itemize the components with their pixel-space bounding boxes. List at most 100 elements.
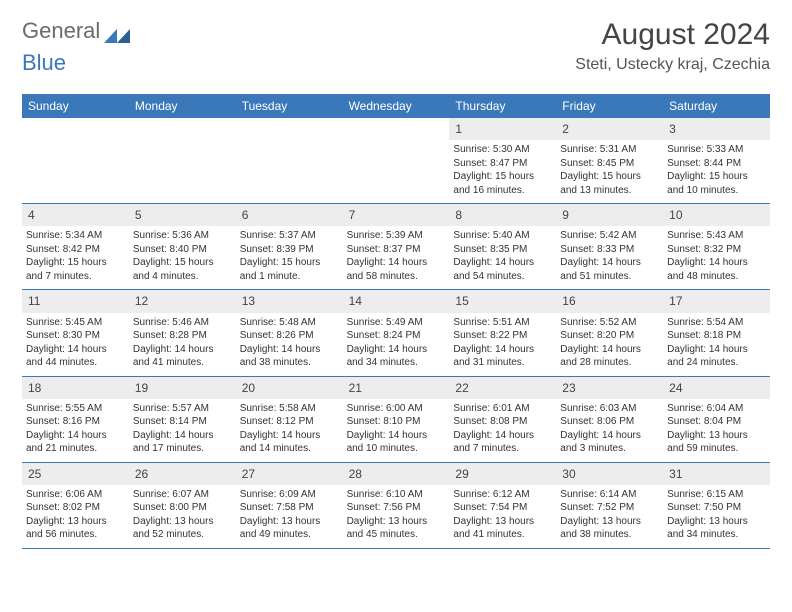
day-number: 10 [663, 204, 770, 226]
day-cell: 27Sunrise: 6:09 AMSunset: 7:58 PMDayligh… [236, 463, 343, 548]
sunrise-line: Sunrise: 5:33 AM [667, 143, 766, 157]
day-number: 17 [663, 290, 770, 312]
day-cell: 5Sunrise: 5:36 AMSunset: 8:40 PMDaylight… [129, 204, 236, 289]
day-cell: 26Sunrise: 6:07 AMSunset: 8:00 PMDayligh… [129, 463, 236, 548]
sunrise-line: Sunrise: 5:30 AM [453, 143, 552, 157]
day-cell [129, 118, 236, 203]
sunrise-line: Sunrise: 5:45 AM [26, 316, 125, 330]
sunrise-line: Sunrise: 6:07 AM [133, 488, 232, 502]
weekday-tuesday: Tuesday [236, 94, 343, 118]
day-number [236, 118, 343, 124]
day-number: 18 [22, 377, 129, 399]
sunset-line: Sunset: 8:35 PM [453, 243, 552, 257]
sunrise-line: Sunrise: 6:12 AM [453, 488, 552, 502]
sunset-line: Sunset: 8:22 PM [453, 329, 552, 343]
day-number: 22 [449, 377, 556, 399]
daylight-line: Daylight: 14 hours and 7 minutes. [453, 429, 552, 456]
sunrise-line: Sunrise: 5:58 AM [240, 402, 339, 416]
day-number: 12 [129, 290, 236, 312]
sunrise-line: Sunrise: 5:54 AM [667, 316, 766, 330]
daylight-line: Daylight: 14 hours and 51 minutes. [560, 256, 659, 283]
day-cell: 20Sunrise: 5:58 AMSunset: 8:12 PMDayligh… [236, 377, 343, 462]
day-number: 8 [449, 204, 556, 226]
calendar: Sunday Monday Tuesday Wednesday Thursday… [22, 94, 770, 549]
sunrise-line: Sunrise: 6:14 AM [560, 488, 659, 502]
day-number: 31 [663, 463, 770, 485]
sunset-line: Sunset: 7:58 PM [240, 501, 339, 515]
day-number: 3 [663, 118, 770, 140]
sunset-line: Sunset: 8:16 PM [26, 415, 125, 429]
sunset-line: Sunset: 8:14 PM [133, 415, 232, 429]
calendar-body: 1Sunrise: 5:30 AMSunset: 8:47 PMDaylight… [22, 118, 770, 549]
weekday-sunday: Sunday [22, 94, 129, 118]
daylight-line: Daylight: 14 hours and 21 minutes. [26, 429, 125, 456]
day-number: 14 [343, 290, 450, 312]
daylight-line: Daylight: 14 hours and 14 minutes. [240, 429, 339, 456]
sunset-line: Sunset: 8:24 PM [347, 329, 446, 343]
sunset-line: Sunset: 8:40 PM [133, 243, 232, 257]
weekday-wednesday: Wednesday [343, 94, 450, 118]
logo-text-blue: Blue [22, 50, 66, 76]
daylight-line: Daylight: 15 hours and 7 minutes. [26, 256, 125, 283]
day-cell: 18Sunrise: 5:55 AMSunset: 8:16 PMDayligh… [22, 377, 129, 462]
daylight-line: Daylight: 15 hours and 13 minutes. [560, 170, 659, 197]
daylight-line: Daylight: 14 hours and 24 minutes. [667, 343, 766, 370]
sunrise-line: Sunrise: 5:36 AM [133, 229, 232, 243]
week-row: 4Sunrise: 5:34 AMSunset: 8:42 PMDaylight… [22, 204, 770, 290]
daylight-line: Daylight: 13 hours and 56 minutes. [26, 515, 125, 542]
daylight-line: Daylight: 14 hours and 17 minutes. [133, 429, 232, 456]
sunset-line: Sunset: 8:26 PM [240, 329, 339, 343]
daylight-line: Daylight: 14 hours and 10 minutes. [347, 429, 446, 456]
daylight-line: Daylight: 13 hours and 41 minutes. [453, 515, 552, 542]
day-number: 29 [449, 463, 556, 485]
day-cell: 6Sunrise: 5:37 AMSunset: 8:39 PMDaylight… [236, 204, 343, 289]
month-title: August 2024 [575, 18, 770, 52]
daylight-line: Daylight: 13 hours and 45 minutes. [347, 515, 446, 542]
sunset-line: Sunset: 8:32 PM [667, 243, 766, 257]
sunrise-line: Sunrise: 5:46 AM [133, 316, 232, 330]
day-number: 5 [129, 204, 236, 226]
day-cell: 17 Sunrise: 5:54 AMSunset: 8:18 PMDayligh… [663, 290, 770, 375]
sunrise-line: Sunrise: 6:04 AM [667, 402, 766, 416]
sunset-line: Sunset: 7:52 PM [560, 501, 659, 515]
day-cell: 4Sunrise: 5:34 AMSunset: 8:42 PMDaylight… [22, 204, 129, 289]
daylight-line: Daylight: 13 hours and 52 minutes. [133, 515, 232, 542]
sunset-line: Sunset: 8:04 PM [667, 415, 766, 429]
daylight-line: Daylight: 15 hours and 10 minutes. [667, 170, 766, 197]
sunrise-line: Sunrise: 5:52 AM [560, 316, 659, 330]
sunset-line: Sunset: 8:44 PM [667, 157, 766, 171]
daylight-line: Daylight: 14 hours and 44 minutes. [26, 343, 125, 370]
daylight-line: Daylight: 14 hours and 28 minutes. [560, 343, 659, 370]
day-cell: 2Sunrise: 5:31 AMSunset: 8:45 PMDaylight… [556, 118, 663, 203]
day-cell: 7Sunrise: 5:39 AMSunset: 8:37 PMDaylight… [343, 204, 450, 289]
day-cell: 10Sunrise: 5:43 AMSunset: 8:32 PMDayligh… [663, 204, 770, 289]
day-cell: 9Sunrise: 5:42 AMSunset: 8:33 PMDaylight… [556, 204, 663, 289]
day-cell: 23Sunrise: 6:03 AMSunset: 8:06 PMDayligh… [556, 377, 663, 462]
weekday-monday: Monday [129, 94, 236, 118]
daylight-line: Daylight: 14 hours and 54 minutes. [453, 256, 552, 283]
day-number: 21 [343, 377, 450, 399]
sunrise-line: Sunrise: 6:00 AM [347, 402, 446, 416]
sunset-line: Sunset: 8:18 PM [667, 329, 766, 343]
day-number: 23 [556, 377, 663, 399]
sunrise-line: Sunrise: 5:42 AM [560, 229, 659, 243]
sunrise-line: Sunrise: 5:51 AM [453, 316, 552, 330]
sunset-line: Sunset: 8:20 PM [560, 329, 659, 343]
day-number: 15 [449, 290, 556, 312]
day-cell: 14Sunrise: 5:49 AMSunset: 8:24 PMDayligh… [343, 290, 450, 375]
day-number: 26 [129, 463, 236, 485]
day-cell: 29Sunrise: 6:12 AMSunset: 7:54 PMDayligh… [449, 463, 556, 548]
day-number: 7 [343, 204, 450, 226]
weekday-friday: Friday [556, 94, 663, 118]
day-number: 20 [236, 377, 343, 399]
day-cell: 19Sunrise: 5:57 AMSunset: 8:14 PMDayligh… [129, 377, 236, 462]
daylight-line: Daylight: 14 hours and 41 minutes. [133, 343, 232, 370]
weekday-header: Sunday Monday Tuesday Wednesday Thursday… [22, 94, 770, 118]
day-cell: 12Sunrise: 5:46 AMSunset: 8:28 PMDayligh… [129, 290, 236, 375]
day-number: 13 [236, 290, 343, 312]
daylight-line: Daylight: 14 hours and 58 minutes. [347, 256, 446, 283]
day-cell: 1Sunrise: 5:30 AMSunset: 8:47 PMDaylight… [449, 118, 556, 203]
sunrise-line: Sunrise: 6:03 AM [560, 402, 659, 416]
day-number: 6 [236, 204, 343, 226]
day-cell: 22Sunrise: 6:01 AMSunset: 8:08 PMDayligh… [449, 377, 556, 462]
